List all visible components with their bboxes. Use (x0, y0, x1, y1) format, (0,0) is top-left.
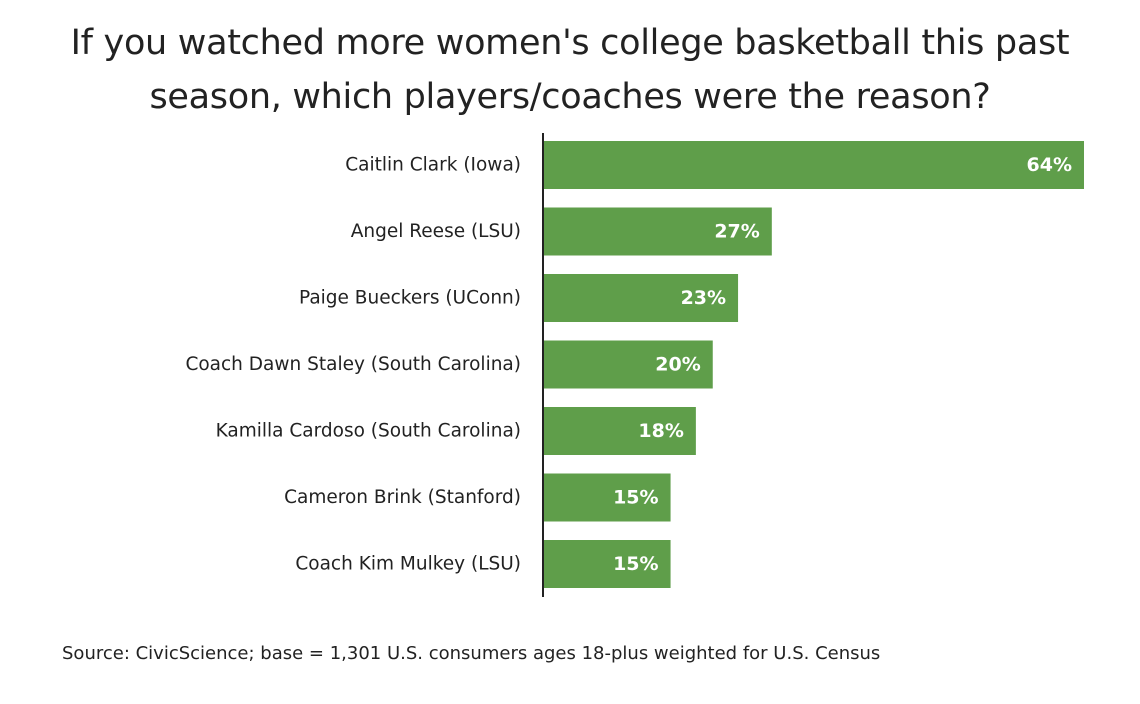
chart-title-line-1: If you watched more women's college bask… (70, 23, 1070, 63)
bar (544, 540, 671, 588)
bar (544, 141, 1084, 189)
category-label: Kamilla Cardoso (South Carolina) (216, 421, 521, 442)
category-label: Paige Bueckers (UConn) (299, 288, 521, 309)
bar (544, 340, 713, 389)
source-note: Source: CivicScience; base = 1,301 U.S. … (62, 643, 881, 664)
category-label: Coach Kim Mulkey (LSU) (295, 554, 521, 575)
data-label: 18% (638, 420, 683, 442)
category-label: Caitlin Clark (Iowa) (345, 155, 521, 176)
data-label: 15% (613, 553, 658, 575)
bar (544, 274, 739, 322)
data-label: 23% (681, 287, 726, 309)
category-label: Angel Reese (LSU) (351, 221, 521, 242)
data-label: 64% (1027, 154, 1072, 176)
bar (544, 407, 696, 455)
data-label: 27% (714, 221, 759, 243)
bar-chart: Caitlin Clark (Iowa) 64% Angel Reese (LSU)… (185, 133, 1084, 597)
bar (544, 207, 772, 256)
data-label: 20% (655, 354, 700, 376)
category-label: Cameron Brink (Stanford) (284, 487, 521, 508)
data-label: 15% (613, 487, 658, 509)
bar (544, 473, 671, 522)
chart-title-line-2: season, which players/coaches were the r… (149, 77, 991, 117)
category-label: Coach Dawn Staley (South Carolina) (185, 354, 521, 375)
